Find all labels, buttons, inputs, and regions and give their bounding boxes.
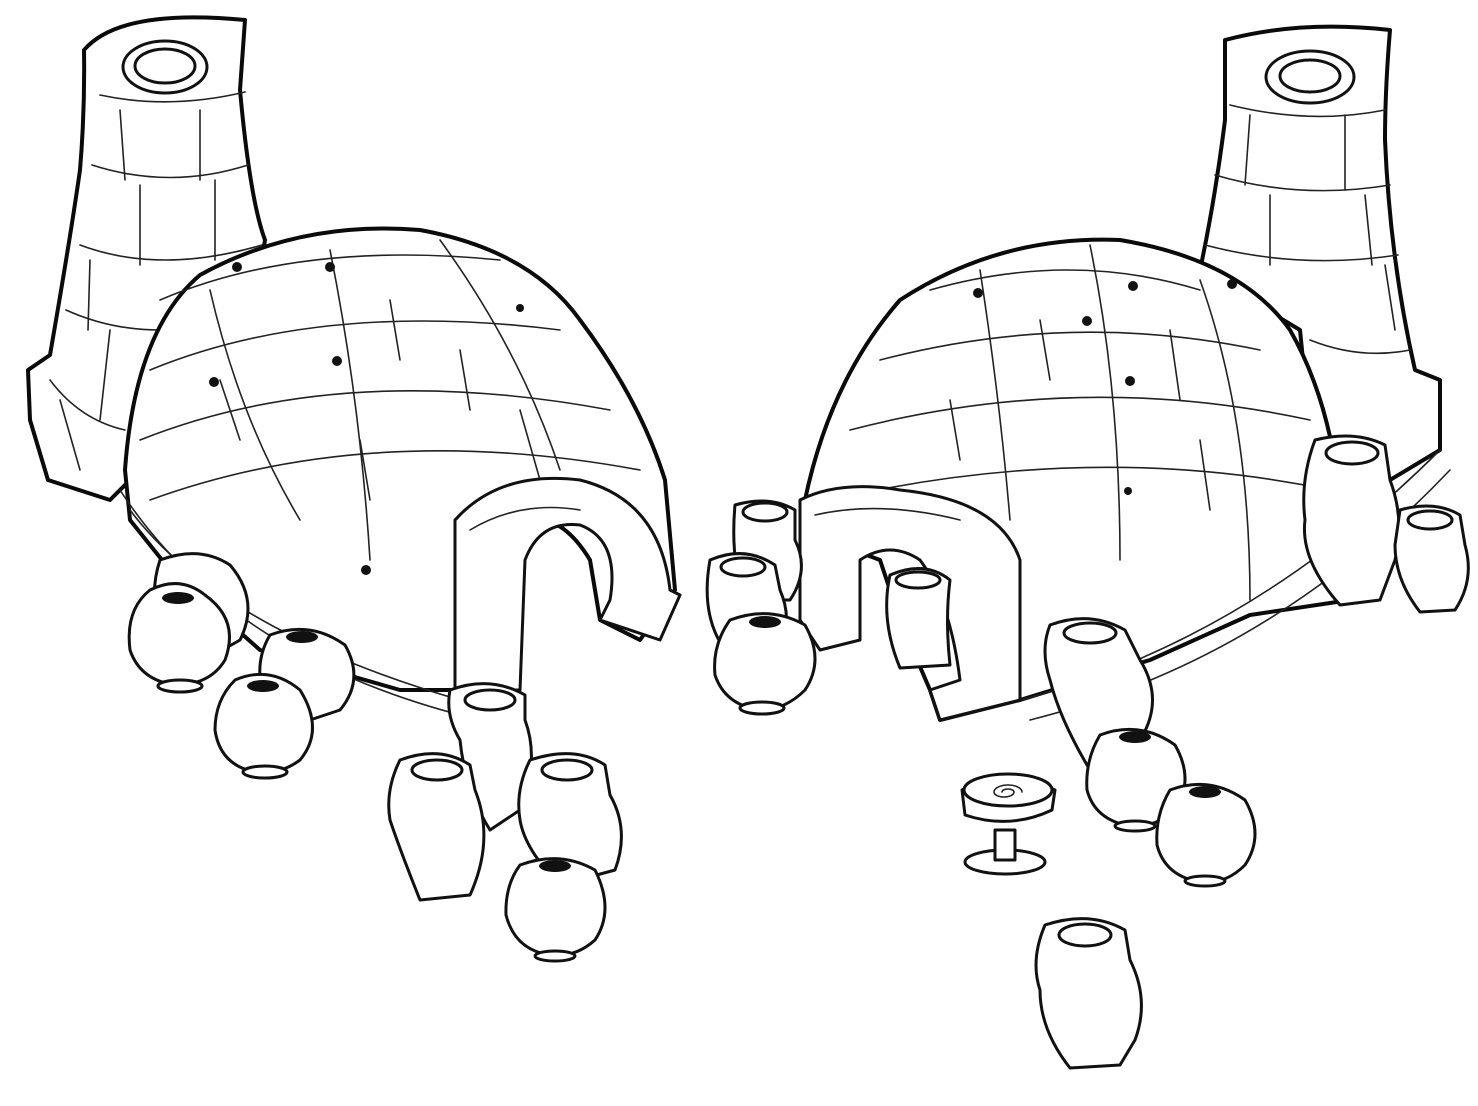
jug [517,752,623,887]
left-kiln [26,15,682,963]
right-chimney [1198,24,1442,482]
jug [387,752,486,902]
jug [1034,917,1143,1070]
right-pots [705,434,1470,1070]
left-dome [119,226,682,721]
pot [213,672,314,780]
jug [1393,504,1470,614]
left-chimney [26,15,267,502]
jug [1302,434,1401,607]
potters-wheel [960,772,1057,876]
pot [504,857,607,963]
pot [1155,782,1257,888]
left-pots [127,552,623,963]
jug [885,567,952,670]
pot [713,612,817,716]
pot [127,582,231,694]
right-kiln [705,24,1470,1070]
